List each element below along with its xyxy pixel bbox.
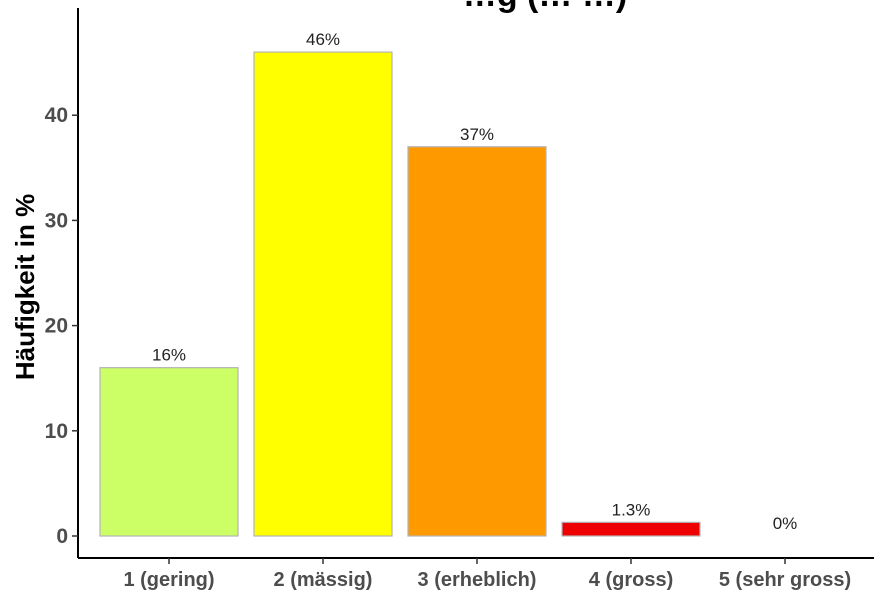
- bar: [253, 51, 393, 537]
- y-tick-label: 10: [45, 420, 68, 443]
- x-tick-label: 1 (gering): [123, 569, 214, 591]
- bar-value-label: 16%: [152, 346, 186, 365]
- y-tick-label: 20: [45, 315, 68, 338]
- y-tick-label: 0: [56, 525, 68, 548]
- bar-value-label: 37%: [460, 125, 494, 144]
- y-axis-label: Häufigkeit in %: [10, 194, 40, 380]
- x-tick-label: 4 (gross): [589, 569, 673, 591]
- x-tick-label: 3 (erheblich): [418, 569, 537, 591]
- bar-value-label: 46%: [306, 30, 340, 49]
- plot-area: 0 10 20 30 40 16% 1 (gering) 46% 2 (mässig) 37% 3 …: [45, 8, 874, 591]
- bar-value-label: 0%: [773, 514, 798, 533]
- bar-value-label: 1.3%: [612, 500, 651, 519]
- bar: [561, 521, 701, 537]
- x-tick-label: 5 (sehr gross): [719, 569, 851, 591]
- x-tick-label: 2 (mässig): [274, 569, 373, 591]
- chart-title: …g (… …): [463, 0, 627, 14]
- bar: [99, 367, 239, 537]
- bar: [407, 146, 547, 537]
- y-tick-label: 30: [45, 209, 68, 232]
- y-tick-label: 40: [45, 104, 68, 127]
